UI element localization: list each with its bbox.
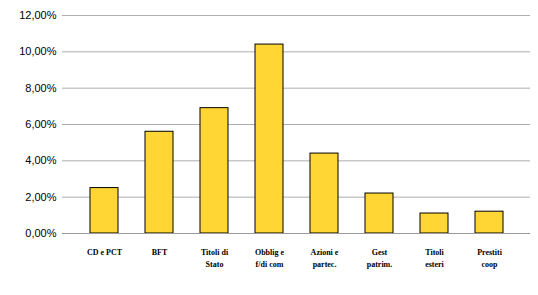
svg-text:Titoliesteri: Titoliesteri [425, 248, 444, 268]
svg-text:12,00%: 12,00% [19, 9, 57, 21]
svg-text:Prestiticoop: Prestiticoop [477, 248, 503, 268]
svg-text:2,00%: 2,00% [25, 191, 56, 203]
svg-text:Gestpatrim.: Gestpatrim. [367, 248, 393, 268]
svg-text:4,00%: 4,00% [25, 154, 56, 166]
svg-text:Obblig ef/di com: Obblig ef/di com [255, 248, 285, 268]
svg-text:CD e PCT: CD e PCT [87, 248, 123, 257]
svg-text:10,00%: 10,00% [19, 45, 57, 57]
svg-text:Titoli diStato: Titoli diStato [201, 248, 229, 268]
svg-text:BFT: BFT [152, 248, 168, 257]
svg-text:8,00%: 8,00% [25, 82, 56, 94]
svg-text:Azioni epartec.: Azioni epartec. [311, 248, 339, 268]
svg-text:0,00%: 0,00% [25, 227, 56, 239]
svg-text:6,00%: 6,00% [25, 118, 56, 130]
